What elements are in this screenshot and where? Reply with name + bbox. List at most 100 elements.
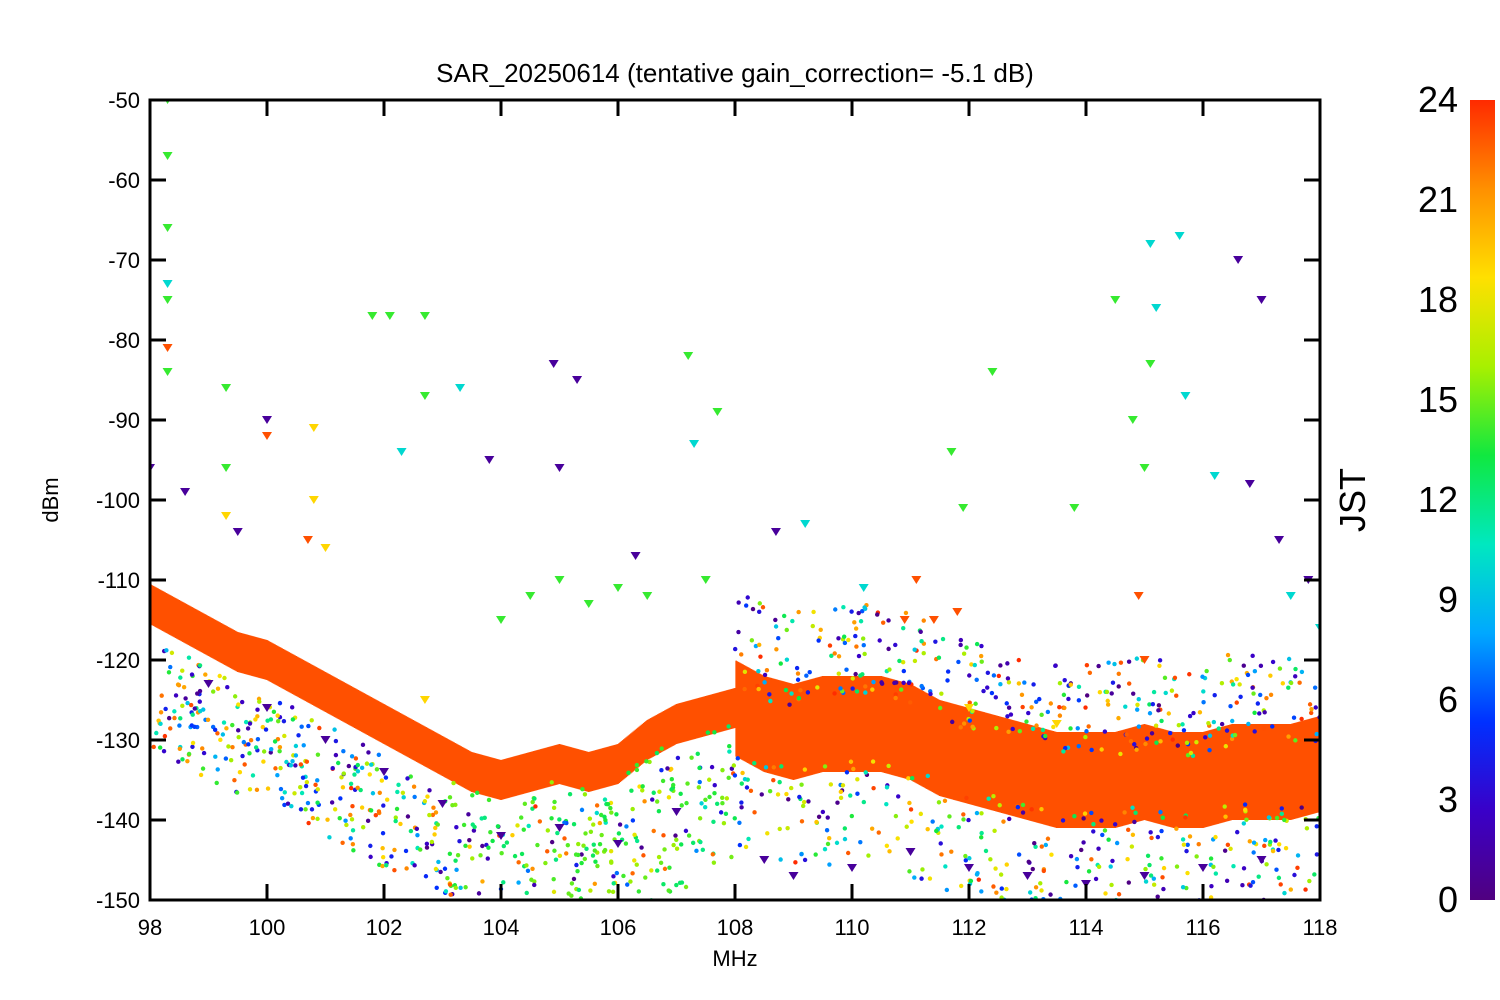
density-dot [639,845,644,850]
density-dot [979,659,984,664]
density-dot [532,882,537,888]
density-dot [1293,674,1298,679]
density-dot [729,766,735,771]
density-dot [1241,663,1246,668]
data-point [759,856,770,864]
density-dot [445,876,450,881]
density-dot [1102,729,1108,734]
density-dot [236,728,241,733]
density-dot [474,790,480,795]
density-dot [996,673,1002,679]
density-dot [1174,693,1179,698]
density-dot [260,724,266,730]
density-dot [748,788,754,794]
density-dot [1001,819,1006,824]
density-dot [164,648,169,653]
density-dot [966,817,971,823]
data-point [174,616,185,624]
density-dot [958,725,963,730]
density-dot [1075,864,1080,870]
density-dot [373,813,379,818]
density-dot [978,653,984,659]
density-dot [1081,840,1086,845]
density-dot [778,857,783,862]
density-dot [925,826,930,832]
density-dot [1130,832,1136,837]
density-dot [1126,681,1132,686]
density-dot [510,901,514,905]
density-dot [726,775,731,781]
colorbar-tick-label: 9 [1438,579,1458,620]
density-dot [281,719,287,724]
data-point [712,408,723,416]
density-dot [551,877,556,882]
density-dot [1029,807,1034,812]
density-dot [563,934,567,938]
data-point [788,728,799,736]
density-dot [1250,879,1256,885]
density-dot [632,858,637,863]
density-dot [591,842,596,847]
density-dot [433,825,438,831]
density-dot [521,827,526,832]
density-dot [735,756,740,761]
density-dot [767,692,772,697]
data-point [700,712,711,720]
density-dot [1075,903,1079,907]
density-dot [392,867,397,873]
data-point [320,736,331,744]
density-dot [1143,866,1148,872]
density-dot [958,642,963,648]
density-dot [771,765,776,770]
density-dot [278,765,283,771]
density-dot [1268,692,1274,697]
data-point [232,528,243,536]
density-dot [1134,707,1140,712]
density-dot [1155,834,1161,840]
density-dot [285,801,291,806]
density-dot [608,805,613,811]
density-dot [309,807,315,812]
density-dot [501,843,507,849]
density-dot [1136,724,1142,729]
density-dot [739,652,744,657]
density-dot [897,658,902,664]
density-dot [1148,830,1153,835]
data-point [1110,296,1121,304]
density-dot [1125,856,1130,862]
density-dot [442,927,446,931]
density-dot [1187,834,1193,839]
density-dot [330,765,335,771]
density-dot [827,835,832,841]
density-dot [1079,847,1084,853]
density-dot [1206,720,1211,726]
density-dot [974,872,980,877]
density-dot [921,651,926,656]
density-dot [1062,705,1067,711]
density-dot [695,751,700,757]
data-point [1127,416,1138,424]
density-dot [282,790,287,795]
data-point [642,592,653,600]
density-dot [764,668,770,673]
density-dot [1258,692,1263,698]
density-dot [1082,811,1088,816]
density-dot [711,860,717,865]
density-dot [261,749,267,754]
density-dot [992,828,997,834]
density-dot [348,836,353,841]
data-point [496,832,506,840]
density-dot [261,759,266,764]
density-dot [343,818,348,823]
density-dot [329,800,335,805]
density-dot [602,814,607,820]
data-point [437,752,448,760]
density-dot [800,803,806,809]
density-dot [1252,729,1257,734]
density-dot [1039,844,1044,849]
density-dot [467,837,472,843]
density-dot [298,762,304,767]
data-point [993,760,1004,768]
density-dot [255,707,260,712]
density-dot [795,677,801,682]
